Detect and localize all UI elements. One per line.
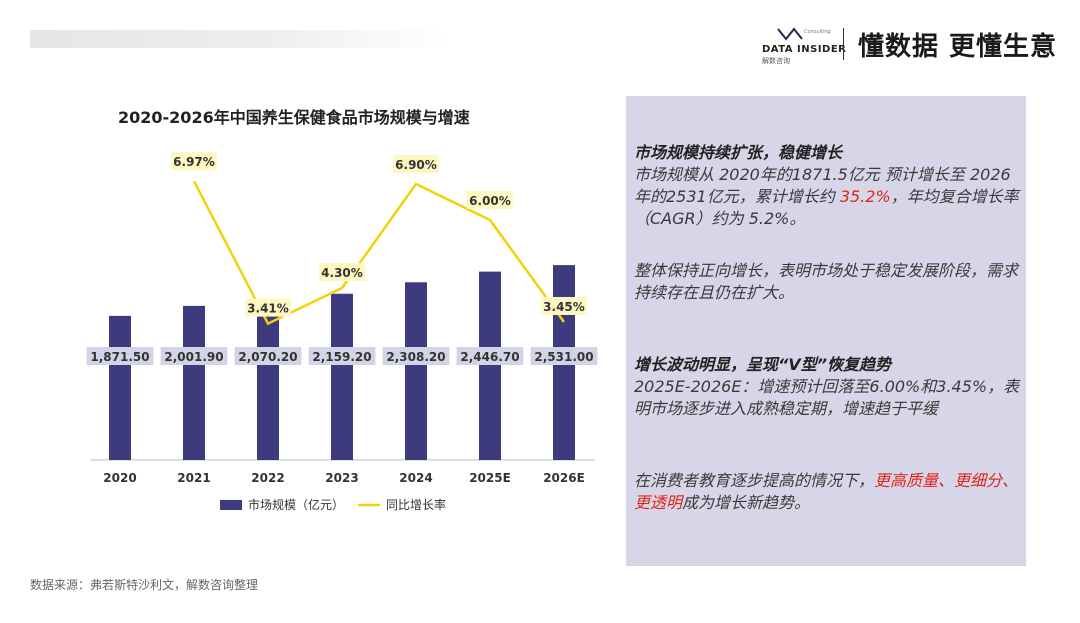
bar-2025E bbox=[479, 271, 501, 460]
brand-subname: 解数咨询 bbox=[762, 57, 790, 65]
bar-value-label: 2,001.90 bbox=[164, 350, 223, 364]
insight-paragraph-3: 2025E-2026E：增速预计回落至6.00%和3.45%，表明市场逐步进入成… bbox=[634, 377, 1020, 418]
brand-divider bbox=[843, 28, 844, 60]
x-tick-label: 2025E bbox=[469, 471, 511, 485]
growth-label: 6.97% bbox=[173, 155, 215, 169]
bar-2022 bbox=[257, 300, 279, 460]
bar-2020 bbox=[109, 315, 131, 460]
growth-label: 6.90% bbox=[395, 158, 437, 172]
insight-paragraph-1: 市场规模从 2020年的1871.5亿元 预计增长至 2026年的2531亿元，… bbox=[634, 165, 1019, 228]
legend-label-bar: 市场规模（亿元） bbox=[248, 497, 344, 512]
market-size-chart: 2020 2021 2022 2023 2024 2025E 2026E 1,871.50 2,… bbox=[86, 152, 598, 512]
growth-label-bg bbox=[541, 297, 587, 315]
growth-label-bg bbox=[393, 155, 439, 173]
bar-value-label-bg bbox=[456, 347, 524, 365]
insight-paragraph-2: 整体保持正向增长，表明市场处于稳定发展阶段，需求持续存在且仍在扩大。 bbox=[634, 261, 1019, 302]
x-tick-label: 2023 bbox=[325, 471, 358, 485]
highlight-trend: 更高质量、更细分、更透明 bbox=[634, 471, 1019, 512]
bar-value-label-bg bbox=[530, 347, 598, 365]
legend-label-line: 同比增长率 bbox=[386, 497, 446, 512]
bar-2024 bbox=[405, 282, 427, 460]
legend-swatch-bar bbox=[220, 500, 242, 510]
bar-value-label: 2,159.20 bbox=[312, 350, 371, 364]
x-tick-label: 2020 bbox=[103, 471, 136, 485]
insight-heading-1: 市场规模持续扩张，稳健增长 bbox=[634, 143, 843, 162]
bar-value-label: 2,308.20 bbox=[386, 350, 445, 364]
bar-value-label: 2,531.00 bbox=[534, 350, 593, 364]
growth-label-bg bbox=[319, 263, 365, 281]
insight-panel: 市场规模持续扩张，稳健增长 市场规模从 2020年的1871.5亿元 预计增长至… bbox=[626, 96, 1026, 566]
bar-value-label: 2,446.70 bbox=[460, 350, 519, 364]
chart-title: 2020-2026年中国养生保健食品市场规模与增速 bbox=[118, 108, 470, 127]
brand-slogan: 懂数据 更懂生意 bbox=[858, 32, 1058, 62]
brand-header: Consulting DATA INSIDER 解数咨询 懂数据 更懂生意 bbox=[748, 22, 1068, 66]
growth-label: 4.30% bbox=[321, 266, 363, 280]
bar-value-label: 1,871.50 bbox=[90, 350, 149, 364]
bar-value-label-bg bbox=[160, 347, 228, 365]
bar-value-label-bg bbox=[308, 347, 376, 365]
x-tick-label: 2024 bbox=[399, 471, 432, 485]
x-tick-label: 2026E bbox=[543, 471, 585, 485]
bar-value-label-bg bbox=[86, 347, 154, 365]
logo-mark-icon bbox=[777, 27, 803, 41]
bar-2023 bbox=[331, 293, 353, 460]
data-source-note: 数据来源：弗若斯特沙利文，解数咨询整理 bbox=[30, 578, 259, 592]
top-decor-bar bbox=[30, 30, 450, 48]
growth-label-bg bbox=[467, 191, 513, 209]
brand-small-text: Consulting bbox=[804, 29, 831, 35]
bar-value-label-bg bbox=[382, 347, 450, 365]
x-tick-label: 2022 bbox=[251, 471, 284, 485]
insight-paragraph-4: 在消费者教育逐步提高的情况下，更高质量、更细分、更透明成为增长新趋势。 bbox=[634, 471, 1019, 512]
insight-section-3: 增长波动明显，呈现“V型”恢复趋势 2025E-2026E：增速预计回落至6.0… bbox=[634, 354, 1024, 420]
bar-value-label-bg bbox=[234, 347, 302, 365]
growth-label-bg bbox=[245, 298, 291, 317]
bar-value-label: 2,070.20 bbox=[238, 350, 297, 364]
growth-label: 6.00% bbox=[469, 194, 511, 208]
insight-heading-3: 增长波动明显，呈现“V型”恢复趋势 bbox=[634, 355, 891, 374]
brand-logo: Consulting DATA INSIDER 解数咨询 bbox=[762, 26, 852, 65]
x-tick-label: 2021 bbox=[177, 471, 210, 485]
bar-2021 bbox=[183, 305, 205, 460]
growth-label: 3.45% bbox=[543, 300, 585, 314]
growth-label: 3.41% bbox=[247, 302, 289, 316]
growth-label-bg bbox=[171, 152, 217, 171]
highlight-growth-pct: 35.2% bbox=[839, 187, 891, 206]
insight-section-1: 市场规模持续扩张，稳健增长 市场规模从 2020年的1871.5亿元 预计增长至… bbox=[634, 142, 1024, 230]
brand-name: DATA INSIDER bbox=[762, 44, 847, 55]
